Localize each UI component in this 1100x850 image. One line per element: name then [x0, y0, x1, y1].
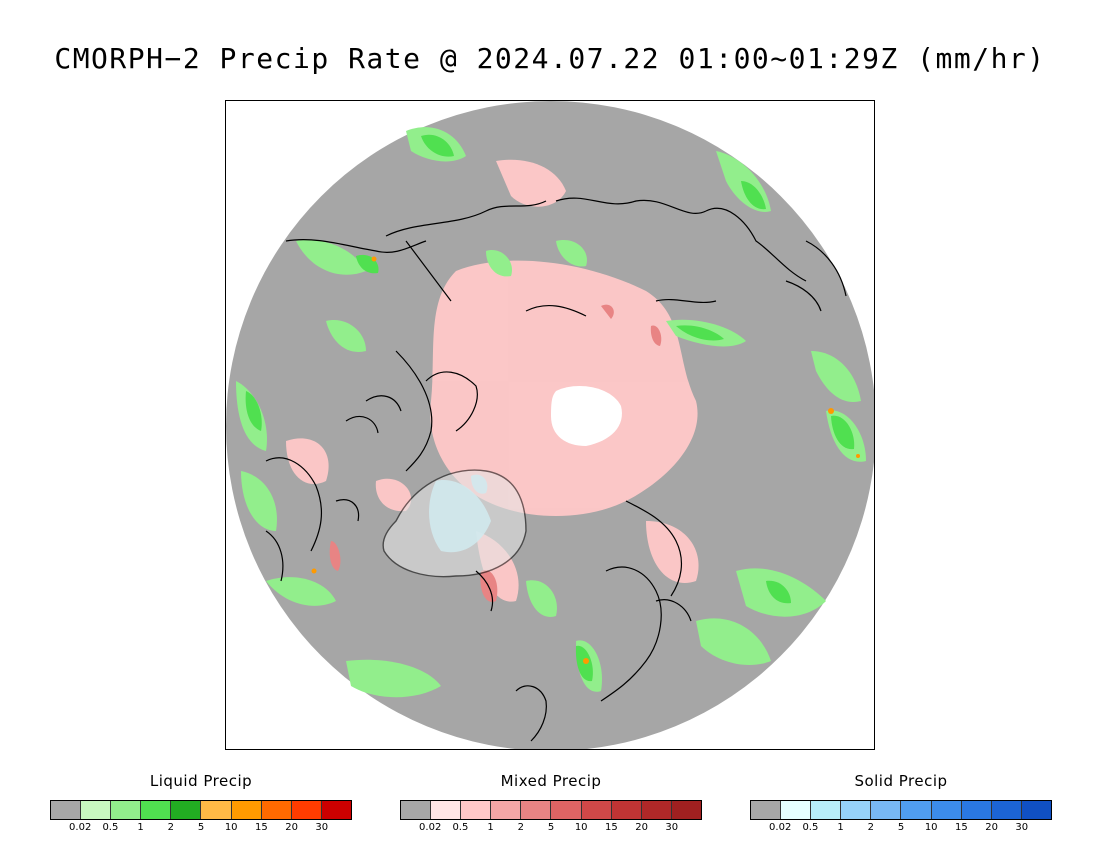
legend-tick-label: 1	[137, 822, 144, 833]
legend-swatch	[901, 801, 932, 819]
legend-swatch	[321, 801, 351, 819]
map-title: CMORPH−2 Precip Rate @ 2024.07.22 01:00~…	[54, 42, 1046, 75]
legend-swatch	[841, 801, 872, 819]
legend-swatch	[291, 801, 322, 819]
legend-swatch	[431, 801, 462, 819]
legend-ticks: 0.02 0.5 1 2 5 10 15 20 30	[50, 820, 352, 834]
legend-liquid-precip: Liquid Precip 0.02 0.5 1 2 5 10 15 20 30	[50, 772, 352, 834]
legend-swatch	[201, 801, 232, 819]
legend-swatch	[931, 801, 962, 819]
legend-ticks: 0.02 0.5 1 2 5 10 15 20 30	[750, 820, 1052, 834]
legend-tick-label: 30	[1015, 822, 1029, 833]
legend-swatch	[641, 801, 672, 819]
legend-tick-label: 1	[487, 822, 494, 833]
legend-swatch	[611, 801, 642, 819]
legend-tick-label: 15	[605, 822, 618, 833]
legend-swatch	[581, 801, 612, 819]
legend-ticks: 0.02 0.5 1 2 5 10 15 20 30	[400, 820, 702, 834]
legend-tick-label: 10	[924, 822, 938, 833]
legend-tick-label: 2	[867, 822, 874, 833]
legend-tick-label: 15	[255, 822, 268, 833]
legend-title: Mixed Precip	[500, 772, 602, 790]
legend-swatch	[111, 801, 142, 819]
legend-swatch	[491, 801, 522, 819]
legend-tick-label: 5	[547, 822, 555, 833]
legend-tick-label: 0.5	[452, 822, 469, 833]
legend-tick-label: 5	[197, 822, 205, 833]
legend-title: Liquid Precip	[149, 772, 253, 790]
legend-tick-label: 30	[315, 822, 329, 833]
legend-swatch	[81, 801, 112, 819]
polar-map	[225, 100, 875, 750]
legend-title: Solid Precip	[854, 772, 948, 790]
legend-swatch	[51, 801, 82, 819]
legend-solid-precip: Solid Precip 0.02 0.5 1 2 5 10 15 20 30	[750, 772, 1052, 834]
legend-tick-label: 0.02	[419, 822, 442, 833]
coastlines	[265, 197, 847, 742]
legend-mixed-precip: Mixed Precip 0.02 0.5 1 2 5 10 15 20 30	[400, 772, 702, 834]
legend-swatch	[991, 801, 1022, 819]
legend-swatch	[231, 801, 262, 819]
legend-tick-label: 0.5	[102, 822, 119, 833]
legend-tick-label: 2	[517, 822, 524, 833]
legend-swatch	[751, 801, 782, 819]
legend-tick-label: 0.02	[69, 822, 92, 833]
legend-swatch	[461, 801, 492, 819]
legend-swatch	[521, 801, 552, 819]
legend-tick-label: 20	[635, 822, 648, 833]
legend-tick-label: 2	[167, 822, 174, 833]
legend-swatch	[961, 801, 992, 819]
legend-swatch	[141, 801, 172, 819]
legend-color-bar	[750, 800, 1052, 820]
legend-tick-label: 0.02	[769, 822, 792, 833]
legend-swatch	[171, 801, 202, 819]
legend-swatch	[261, 801, 292, 819]
legend-swatch	[781, 801, 812, 819]
legend-tick-label: 20	[985, 822, 998, 833]
legend-color-bar	[400, 800, 702, 820]
no-data-region	[551, 386, 622, 446]
legend-swatch	[401, 801, 432, 819]
legend-tick-label: 30	[665, 822, 679, 833]
legend-tick-label: 5	[897, 822, 905, 833]
legend-tick-label: 1	[837, 822, 844, 833]
legend-swatch	[871, 801, 902, 819]
legend-swatch	[1021, 801, 1051, 819]
legend-tick-label: 10	[224, 822, 238, 833]
legend-swatch	[811, 801, 842, 819]
legend-tick-label: 15	[955, 822, 968, 833]
legend-tick-label: 10	[574, 822, 588, 833]
legend-swatch	[671, 801, 701, 819]
legend-tick-label: 20	[285, 822, 298, 833]
legend-swatch	[551, 801, 582, 819]
greenland	[382, 469, 527, 578]
legend-tick-label: 0.5	[802, 822, 819, 833]
legend-color-bar	[50, 800, 352, 820]
liquid-precip-heavy	[311, 256, 860, 664]
